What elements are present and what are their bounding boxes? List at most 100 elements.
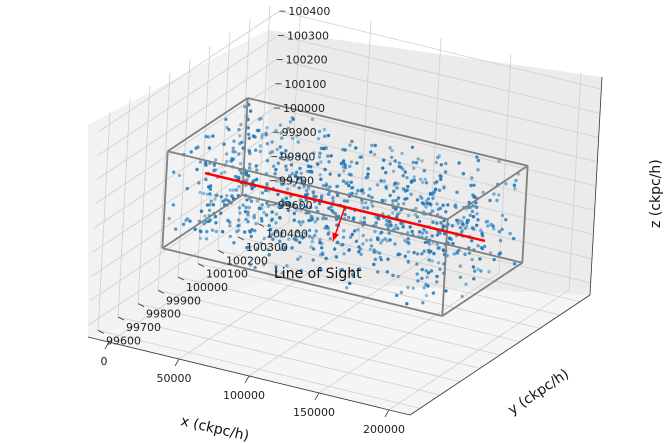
data-point — [323, 167, 327, 172]
data-point — [392, 182, 397, 187]
data-point — [475, 223, 479, 227]
data-point — [396, 274, 400, 279]
data-point — [385, 239, 389, 243]
data-point — [393, 159, 397, 163]
grid-line — [277, 34, 601, 114]
data-point — [214, 221, 218, 225]
box-edge — [241, 97, 249, 195]
data-point — [207, 135, 211, 139]
data-point — [352, 229, 357, 233]
data-point — [458, 264, 462, 268]
data-point — [397, 164, 401, 169]
data-point — [358, 247, 363, 251]
data-point — [373, 229, 377, 234]
y-tick-mark — [117, 316, 125, 321]
data-point — [401, 174, 405, 178]
data-point — [479, 228, 483, 232]
data-point — [203, 161, 208, 165]
data-point — [420, 252, 424, 256]
data-point — [326, 192, 331, 196]
data-point — [247, 136, 251, 140]
data-point — [442, 218, 446, 223]
data-point — [420, 159, 424, 163]
data-point — [408, 225, 412, 229]
data-point — [203, 214, 207, 218]
data-point — [319, 160, 323, 164]
z-axis-label: z (ckpc/h) — [648, 159, 664, 228]
data-point — [437, 154, 442, 158]
data-point — [208, 192, 212, 196]
data-point — [403, 189, 408, 193]
data-point — [213, 215, 218, 219]
data-point — [279, 156, 283, 160]
data-point — [302, 184, 306, 189]
data-point — [243, 210, 248, 214]
data-point — [367, 194, 371, 198]
data-point — [227, 127, 231, 132]
data-point — [342, 229, 346, 233]
data-point — [495, 198, 499, 203]
data-point — [455, 190, 459, 194]
data-point — [257, 117, 262, 121]
data-point — [314, 229, 318, 233]
data-point — [299, 198, 303, 203]
data-point — [311, 247, 316, 251]
data-point — [347, 248, 351, 252]
data-point — [435, 202, 439, 206]
data-point — [273, 172, 277, 176]
data-point — [198, 236, 203, 240]
y-tick-mark — [97, 329, 105, 334]
data-point — [313, 220, 317, 224]
data-point — [480, 231, 484, 235]
data-point — [492, 257, 496, 262]
data-point — [237, 184, 241, 189]
data-point — [324, 183, 328, 188]
data-point — [198, 160, 203, 164]
data-point — [443, 170, 448, 174]
data-point — [398, 252, 402, 257]
data-point — [328, 237, 332, 241]
data-point — [255, 168, 259, 172]
data-point — [243, 104, 247, 109]
data-point — [343, 165, 348, 170]
data-point — [387, 231, 391, 235]
data-point — [464, 282, 468, 286]
data-point — [460, 229, 465, 233]
data-point — [267, 223, 271, 228]
data-point — [238, 134, 242, 138]
data-point — [428, 191, 433, 196]
data-point — [368, 247, 373, 252]
data-point — [232, 139, 236, 143]
data-point — [297, 154, 302, 158]
data-point — [317, 201, 322, 206]
data-point — [260, 191, 265, 195]
data-point — [388, 193, 392, 198]
data-point — [442, 232, 447, 236]
data-point — [205, 229, 209, 234]
data-point — [372, 262, 376, 267]
data-point — [262, 263, 266, 267]
data-point — [372, 248, 376, 252]
data-point — [425, 275, 429, 279]
data-point — [415, 198, 420, 202]
pane-left — [88, 30, 268, 337]
data-point — [406, 184, 410, 189]
data-point — [458, 275, 463, 279]
box-edge — [447, 165, 529, 220]
data-point — [259, 216, 264, 221]
data-point — [382, 158, 386, 162]
data-point — [225, 159, 229, 164]
data-point — [286, 208, 291, 212]
data-point — [348, 164, 352, 169]
data-point — [376, 270, 380, 274]
data-point — [211, 203, 216, 207]
data-point — [285, 187, 290, 191]
data-point — [314, 194, 318, 199]
grid-line — [117, 316, 441, 396]
x-tick-label: 200000 — [363, 423, 405, 436]
data-point — [369, 244, 374, 248]
data-point — [327, 160, 331, 164]
data-point — [455, 251, 460, 255]
data-point — [432, 190, 436, 194]
data-point — [457, 161, 461, 165]
